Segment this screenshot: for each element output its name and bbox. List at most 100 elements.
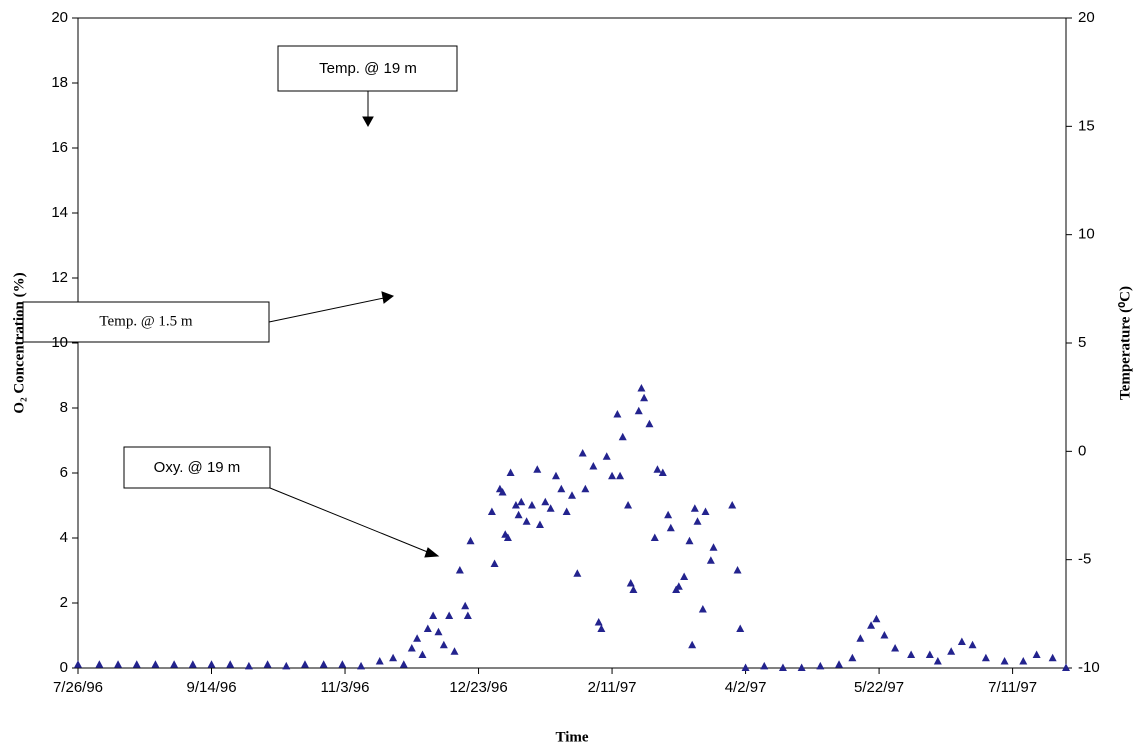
data-point <box>698 605 707 613</box>
data-point <box>856 634 865 642</box>
data-point <box>685 536 694 545</box>
x-tick-label: 7/26/96 <box>53 679 103 696</box>
data-point <box>463 611 472 619</box>
x-tick-label: 2/11/97 <box>588 679 637 696</box>
data-point <box>517 497 526 506</box>
y-tick-label: 10 <box>51 334 68 351</box>
data-point <box>151 660 160 668</box>
annotation-arrow <box>268 297 385 323</box>
data-point <box>455 566 464 574</box>
annotation-arrow <box>269 487 431 554</box>
data-point <box>461 601 470 610</box>
data-point <box>706 556 715 564</box>
data-point <box>778 663 787 671</box>
data-point <box>1032 650 1041 658</box>
y2-axis-label: Temperature (⁰C) <box>1117 286 1133 400</box>
annotation-label: Oxy. @ 19 m <box>154 459 241 476</box>
y2-tick-label: -10 <box>1078 659 1100 676</box>
data-point <box>407 644 416 652</box>
data-point <box>423 624 432 632</box>
data-point <box>688 640 697 649</box>
data-point <box>300 660 309 668</box>
y-tick-label: 14 <box>51 204 68 221</box>
data-point <box>546 504 555 512</box>
data-point <box>664 510 673 519</box>
data-point <box>589 462 598 470</box>
annotations <box>22 45 458 558</box>
x-tick-label: 5/22/97 <box>854 679 904 696</box>
data-point <box>608 471 617 480</box>
data-point <box>95 660 104 668</box>
data-point <box>645 419 654 428</box>
data-point <box>880 631 889 639</box>
data-point <box>797 663 806 671</box>
data-point <box>498 488 507 496</box>
data-point <box>728 501 737 509</box>
data-point <box>226 660 235 668</box>
data-point <box>578 449 587 457</box>
y2-tick-label: 15 <box>1078 117 1095 134</box>
data-point <box>872 614 881 623</box>
data-point <box>527 501 536 509</box>
data-point <box>634 406 643 415</box>
data-point <box>693 517 702 525</box>
data-point <box>653 465 662 473</box>
data-point <box>490 559 499 567</box>
data-point <box>562 507 571 515</box>
data-point <box>434 627 443 636</box>
data-point <box>557 484 566 493</box>
annotation-label: Temp. @ 1.5 m <box>99 313 193 329</box>
y-axis-label: O₂ Concentration (%) <box>11 272 27 413</box>
data-point <box>535 520 544 528</box>
data-point <box>1019 657 1028 665</box>
data-point <box>514 510 523 519</box>
data-point <box>741 663 750 671</box>
y2-tick-label: 5 <box>1078 334 1086 351</box>
data-point <box>568 491 576 499</box>
y2-tick-label: 0 <box>1078 442 1086 459</box>
x-tick-label: 7/11/97 <box>988 679 1037 696</box>
data-point <box>170 660 179 668</box>
data-point <box>207 660 216 668</box>
data-point <box>375 657 384 665</box>
data-point <box>624 501 633 509</box>
y-tick-label: 8 <box>60 399 68 416</box>
data-point <box>188 660 197 668</box>
arrow-head <box>362 116 374 128</box>
data-point <box>760 661 769 670</box>
y-tick-label: 18 <box>51 74 68 91</box>
data-point <box>506 468 515 476</box>
data-point <box>418 650 427 658</box>
y-tick-label: 20 <box>51 9 68 26</box>
data-point <box>640 393 649 402</box>
data-point <box>413 634 422 642</box>
data-point <box>666 523 675 532</box>
data-point <box>581 484 590 493</box>
x-axis-label: Time <box>555 729 588 745</box>
data-point <box>1000 657 1009 665</box>
y-tick-label: 0 <box>60 659 68 676</box>
data-point <box>736 624 745 632</box>
data-point <box>602 452 611 460</box>
data-point <box>816 661 825 670</box>
x-tick-label: 9/14/96 <box>186 679 236 696</box>
data-point <box>933 657 942 665</box>
data-point <box>658 468 667 476</box>
data-point <box>891 644 900 652</box>
x-tick-label: 11/3/96 <box>321 679 370 696</box>
data-point <box>487 507 496 515</box>
y2-tick-label: 20 <box>1078 9 1095 26</box>
data-point <box>429 611 438 619</box>
data-point <box>947 647 956 655</box>
data-point <box>597 624 606 632</box>
data-point <box>616 471 625 480</box>
y2-tick-label: -5 <box>1078 551 1091 568</box>
arrow-head <box>424 547 440 558</box>
data-point <box>629 585 638 593</box>
data-point <box>503 533 512 541</box>
y-tick-label: 12 <box>51 269 68 286</box>
data-point <box>701 507 710 515</box>
data-point <box>848 653 857 662</box>
y-tick-label: 16 <box>51 139 68 156</box>
